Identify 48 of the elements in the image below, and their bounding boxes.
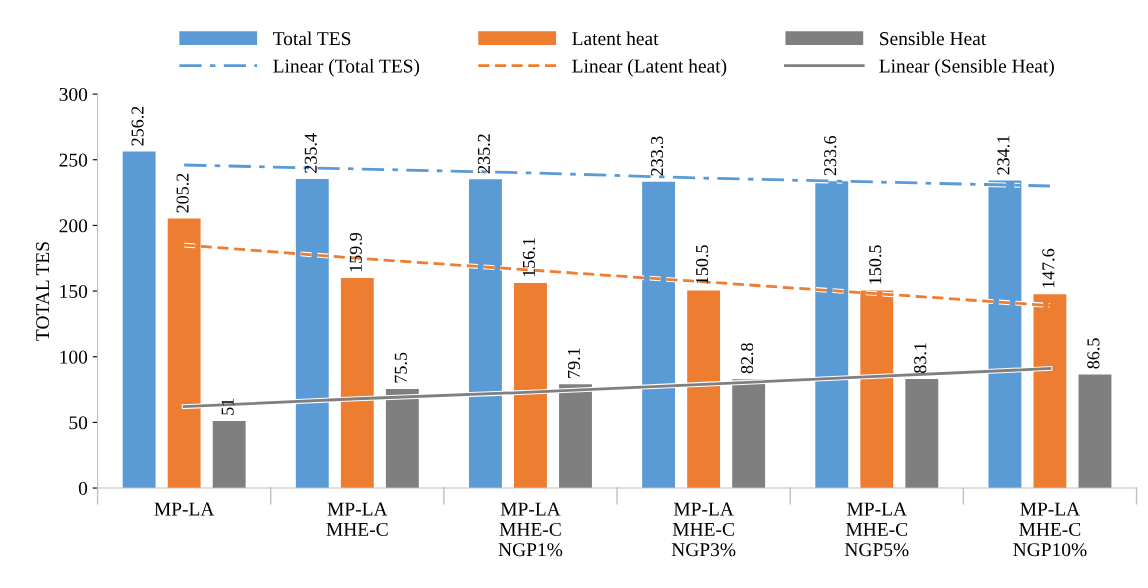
y-tick-label: 150	[60, 284, 88, 298]
x-tick-label: MP-LA MHE-C NGP1%	[498, 502, 563, 557]
bar	[212, 421, 246, 489]
y-tick-label: 0	[78, 481, 88, 495]
y-tick-label: 250	[59, 153, 88, 167]
data-label: 79.1	[567, 348, 581, 378]
legend-label: Total TES	[273, 31, 351, 46]
x-tick-label: MP-LA MHE-C NGP5%	[844, 502, 909, 557]
data-label: 150.5	[695, 245, 709, 284]
legend-label: Linear (Latent heat)	[572, 58, 727, 77]
data-label: 86.5	[1087, 338, 1100, 369]
bar	[905, 378, 939, 489]
data-label: 147.6	[1042, 248, 1055, 288]
bar	[687, 290, 721, 489]
y-tick-label: 300	[59, 87, 88, 102]
data-label: 51	[221, 398, 234, 415]
data-label: 235.4	[304, 133, 317, 173]
data-label: 205.2	[176, 173, 189, 213]
bar	[122, 151, 156, 489]
x-tick-label: MP-LA MHE-C NGP3%	[671, 502, 736, 557]
data-label: 82.8	[740, 343, 754, 374]
legend-label: Linear (Total TES)	[273, 58, 420, 77]
legend-label: Linear (Sensible Heat)	[879, 58, 1054, 77]
x-tick-label: MP-LA MHE-C NGP10%	[1013, 502, 1087, 557]
bar	[469, 179, 502, 489]
data-label: 234.1	[997, 135, 1010, 175]
data-label: 233.6	[824, 135, 837, 176]
data-label: 235.2	[477, 134, 491, 174]
data-label: 159.9	[349, 232, 362, 272]
x-tick-label: MP-LA	[154, 502, 215, 516]
legend-label: Latent heat	[572, 31, 659, 46]
legend-label: Sensible Heat	[880, 31, 987, 46]
data-label: 233.3	[650, 136, 664, 176]
data-label: 150.5	[869, 245, 882, 284]
data-label: 256.2	[131, 106, 144, 146]
y-tick-label: 200	[59, 219, 88, 233]
data-label: 83.1	[914, 343, 927, 373]
bar	[642, 181, 676, 489]
bar	[514, 283, 547, 489]
bar	[1078, 374, 1112, 489]
bar	[295, 178, 329, 489]
x-tick-label: MP-LA MHE-C	[326, 502, 388, 536]
data-label: 156.1	[522, 238, 536, 277]
y-tick-label: 50	[69, 416, 88, 430]
y-axis-title: TOTAL TES	[36, 242, 50, 341]
data-label: 75.5	[394, 352, 407, 383]
y-tick-label: 100	[60, 350, 88, 364]
bar	[340, 278, 374, 489]
